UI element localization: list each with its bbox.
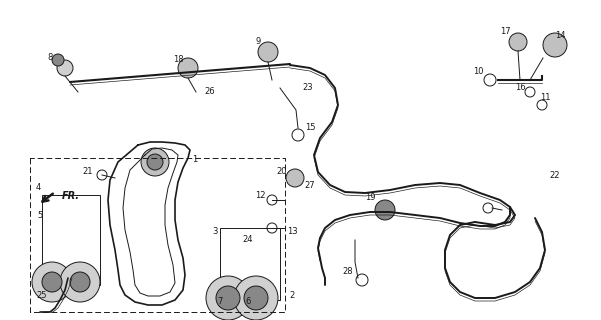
Circle shape [206,276,250,320]
Text: 17: 17 [499,28,510,36]
Text: 27: 27 [305,180,316,189]
Text: 23: 23 [303,84,313,92]
Circle shape [258,42,278,62]
Circle shape [234,276,278,320]
Text: 26: 26 [205,87,215,97]
Circle shape [70,272,90,292]
Text: FR.: FR. [62,191,80,201]
Text: 24: 24 [243,236,253,244]
Text: 25: 25 [37,291,47,300]
Circle shape [42,272,62,292]
Text: 18: 18 [172,55,183,65]
Text: 2: 2 [289,291,294,300]
Text: 9: 9 [255,37,261,46]
Text: 6: 6 [245,298,251,307]
Text: 21: 21 [83,167,93,177]
Text: 28: 28 [343,268,353,276]
Text: 11: 11 [540,93,551,102]
Text: 5: 5 [37,211,43,220]
Circle shape [57,60,73,76]
Circle shape [286,169,304,187]
Circle shape [543,33,567,57]
FancyBboxPatch shape [42,195,100,285]
Text: 3: 3 [212,228,218,236]
Circle shape [141,148,169,176]
Circle shape [178,58,198,78]
Text: 22: 22 [550,171,560,180]
Text: 14: 14 [555,30,566,39]
Text: 19: 19 [365,194,375,203]
Text: 16: 16 [514,84,525,92]
Text: 13: 13 [287,228,297,236]
Circle shape [509,33,527,51]
Text: 4: 4 [35,183,41,193]
Text: 15: 15 [305,124,316,132]
Circle shape [244,286,268,310]
Text: 1: 1 [192,156,198,164]
Text: 12: 12 [255,190,265,199]
Circle shape [216,286,240,310]
Circle shape [60,262,100,302]
Text: 8: 8 [47,53,53,62]
Text: 7: 7 [218,298,223,307]
FancyBboxPatch shape [220,228,280,300]
Circle shape [52,54,64,66]
Circle shape [375,200,395,220]
Text: 10: 10 [473,68,483,76]
Circle shape [32,262,72,302]
Text: 20: 20 [276,167,287,177]
Circle shape [147,154,163,170]
